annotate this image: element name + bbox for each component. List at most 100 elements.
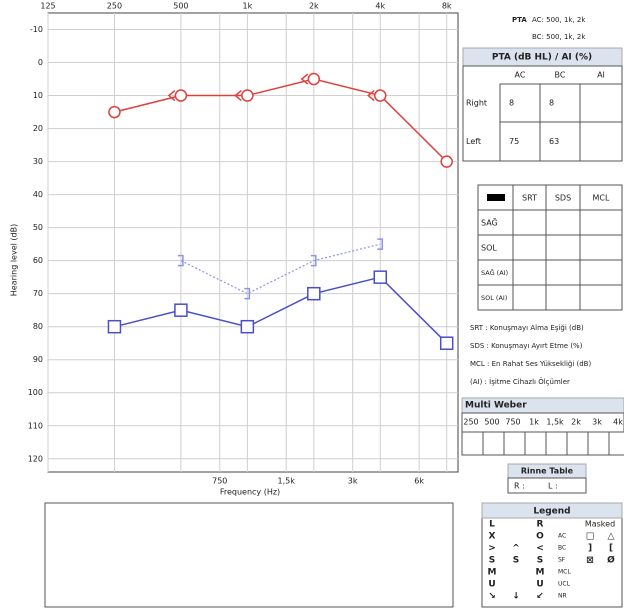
column-header: SRT <box>522 194 537 203</box>
column-header: MCL <box>593 194 610 203</box>
data-point <box>108 105 121 119</box>
legend-symbol: BC <box>558 545 566 552</box>
data-point <box>377 238 384 250</box>
row-label: SAĞ (AI) <box>481 268 508 277</box>
y-tick-label: 50 <box>33 223 43 232</box>
legend-title: Legend <box>533 507 570 517</box>
weber-frequency: 1k <box>529 418 539 427</box>
weber-row <box>461 412 624 433</box>
data-point <box>167 89 176 102</box>
y-tick-label: 110 <box>28 421 43 430</box>
weber-cell <box>566 431 589 456</box>
table-cell <box>545 284 581 311</box>
series-line <box>114 78 448 163</box>
weber-cell <box>587 431 610 456</box>
legend-symbol: S <box>513 556 519 566</box>
y-tick-label: 80 <box>33 322 43 331</box>
pta-title: PTA (dB HL) / AI (%) <box>492 53 592 63</box>
y-tick-label: -10 <box>30 25 43 34</box>
row-label: Left <box>466 137 481 146</box>
legend-symbol: X <box>489 532 496 542</box>
x-tick-label: 8k <box>442 2 452 11</box>
data-point <box>107 319 122 334</box>
y-axis-label: Hearing level (dB) <box>10 224 19 296</box>
table-cell <box>579 83 623 123</box>
data-point <box>307 286 321 301</box>
row-label: SOL (AI) <box>481 294 507 302</box>
table-cell <box>579 234 623 261</box>
abbreviation: SDS : Konuşmayı Ayırt Etme (%) <box>470 342 583 350</box>
legend-symbol: ↘ <box>488 592 496 602</box>
y-tick-label: 10 <box>33 91 43 100</box>
pta-ac: AC: 500, 1k, 2k <box>532 16 586 24</box>
data-point <box>300 73 309 85</box>
legend-header <box>481 502 623 519</box>
weber-cell <box>608 431 624 456</box>
rinne-title: Rinne Table <box>521 467 574 476</box>
table-cell <box>579 259 623 286</box>
x-tick-label: 125 <box>40 2 55 11</box>
table-cell <box>512 209 547 236</box>
table-cell <box>579 284 623 311</box>
column-header: AC <box>515 71 526 80</box>
y-tick-label: 100 <box>28 388 43 397</box>
x-axis-label: Frequency (Hz) <box>220 488 280 497</box>
legend-symbol: [ <box>609 544 613 554</box>
y-tick-label: 40 <box>33 190 43 199</box>
table-cell <box>579 121 623 162</box>
x-tick-label: 2k <box>309 2 319 11</box>
data-point <box>310 254 317 267</box>
data-point <box>174 303 188 317</box>
y-tick-label: 120 <box>28 454 43 463</box>
table-cell <box>512 284 547 311</box>
data-point <box>174 89 188 102</box>
legend-symbol: S <box>489 556 495 566</box>
y-tick-label: 70 <box>33 289 43 298</box>
weber-frequency: 3k <box>592 418 602 427</box>
data-point <box>234 89 242 102</box>
table-cell <box>512 259 547 286</box>
data-point <box>374 89 387 102</box>
weber-cell <box>545 431 568 456</box>
cell-value: 63 <box>549 137 559 146</box>
legend-symbol: AC <box>558 533 566 540</box>
weber-cell <box>461 431 484 456</box>
weber-frequency: 750 <box>505 418 520 427</box>
legend-symbol: ^ <box>512 544 520 554</box>
x-tick-label: 6k <box>414 477 424 486</box>
abbreviation: MCL : En Rahat Ses Yüksekliği (dB) <box>470 360 591 368</box>
data-point <box>367 89 375 102</box>
legend-symbol: U <box>488 580 495 590</box>
data-point <box>177 254 184 267</box>
legend-symbol: △ <box>608 532 615 542</box>
legend-symbol: UCL <box>558 581 571 588</box>
y-tick-label: 0 <box>38 58 43 67</box>
plot-frame <box>47 12 459 473</box>
data-point <box>307 72 321 86</box>
weber-frequency: 500 <box>484 418 499 427</box>
table-cell <box>545 234 581 261</box>
cell-value: 75 <box>509 137 519 146</box>
rinne-cell: R : <box>514 482 525 491</box>
rinne-row <box>507 477 587 494</box>
y-tick-label: 20 <box>33 124 43 133</box>
weber-title: Multi Weber <box>465 401 527 411</box>
table-cell <box>499 121 541 162</box>
legend-symbol: ⊠ <box>586 556 594 566</box>
legend-symbol: ↙ <box>536 592 544 602</box>
data-point <box>241 89 254 102</box>
legend-symbol: NR <box>558 593 567 600</box>
legend-symbol: U <box>536 580 543 590</box>
x-tick-label: 500 <box>173 2 188 11</box>
column-header: BC <box>555 71 566 80</box>
weber-cell <box>503 431 526 456</box>
legend-symbol: < <box>536 544 544 554</box>
table-cell <box>512 234 547 261</box>
x-tick-label: 750 <box>212 477 227 486</box>
legend-symbol: ] <box>588 544 592 554</box>
series-line <box>180 243 381 295</box>
column-header: SDS <box>555 194 571 203</box>
row-label: SAĞ <box>481 217 498 228</box>
pta-table <box>462 65 623 162</box>
